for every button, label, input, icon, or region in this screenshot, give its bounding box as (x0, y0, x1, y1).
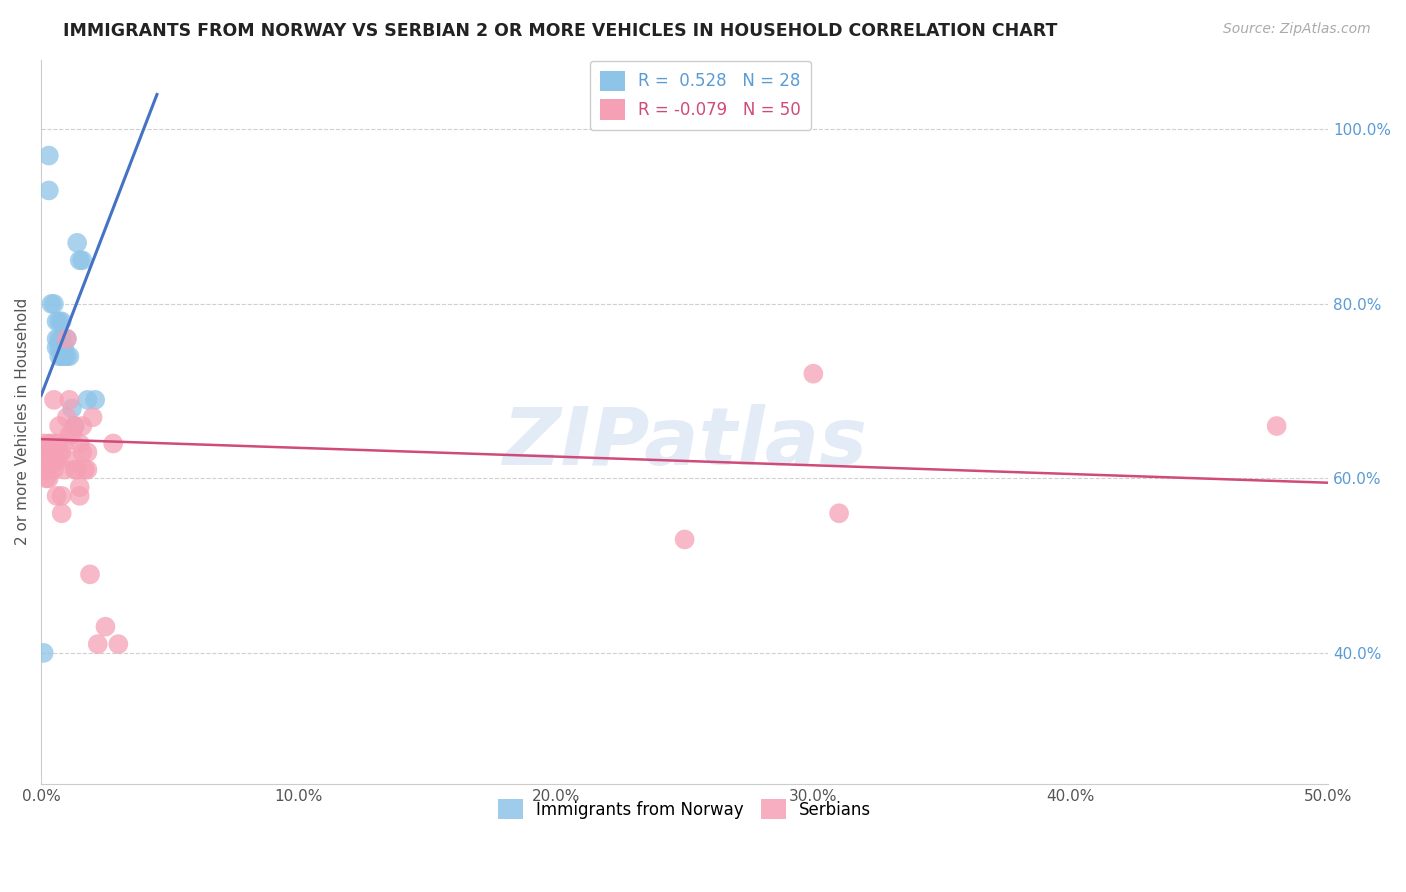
Point (56, 332, 79, 346)
Point (42, 297, 65, 311)
Point (69, 253, 91, 268)
Point (76, 463, 98, 477)
Point (38, 471, 60, 485)
Point (73, 463, 96, 477)
Point (53, 349, 76, 363)
Point (51, 332, 73, 346)
Point (107, 637, 129, 651)
Point (48, 314, 70, 328)
Point (84, 392, 107, 407)
Point (72, 445, 94, 459)
Point (66, 463, 89, 477)
Point (72, 253, 94, 268)
Point (32, 454, 55, 468)
Point (51, 314, 73, 328)
Y-axis label: 2 or more Vehicles in Household: 2 or more Vehicles in Household (15, 298, 30, 545)
Point (72, 419, 94, 434)
Point (42, 392, 65, 407)
Point (58, 427, 80, 442)
Point (35, 463, 58, 477)
Point (51, 445, 73, 459)
Point (69, 436, 91, 450)
Point (41, 436, 63, 450)
Text: Source: ZipAtlas.com: Source: ZipAtlas.com (1223, 22, 1371, 37)
Point (38, 436, 60, 450)
Point (48, 419, 70, 434)
Point (63, 463, 86, 477)
Point (60, 427, 83, 442)
Point (79, 567, 101, 582)
Point (48, 332, 70, 346)
Legend: Immigrants from Norway, Serbians: Immigrants from Norway, Serbians (492, 792, 877, 826)
Point (32, 445, 55, 459)
Point (48, 445, 70, 459)
Point (69, 480, 91, 494)
Point (51, 506, 73, 520)
Point (673, 533, 696, 547)
Point (51, 349, 73, 363)
Point (51, 489, 73, 503)
Point (48, 341, 70, 355)
Point (35, 445, 58, 459)
Text: IMMIGRANTS FROM NORWAY VS SERBIAN 2 OR MORE VEHICLES IN HOUSEHOLD CORRELATION CH: IMMIGRANTS FROM NORWAY VS SERBIAN 2 OR M… (63, 22, 1057, 40)
Point (56, 332, 79, 346)
Point (53, 463, 76, 477)
Point (53, 436, 76, 450)
Text: ZIPatlas: ZIPatlas (502, 404, 868, 483)
Point (45, 454, 67, 468)
Point (76, 445, 98, 459)
Point (56, 410, 79, 425)
Point (60, 401, 83, 416)
Point (1265, 419, 1288, 434)
Point (60, 454, 83, 468)
Point (63, 419, 86, 434)
Point (32, 436, 55, 450)
Point (94, 620, 117, 634)
Point (41, 297, 63, 311)
Point (38, 454, 60, 468)
Point (76, 392, 98, 407)
Point (63, 419, 86, 434)
Point (58, 349, 80, 363)
Point (41, 454, 63, 468)
Point (53, 341, 76, 355)
Point (45, 314, 67, 328)
Point (69, 489, 91, 503)
Point (45, 332, 67, 346)
Point (32, 646, 55, 660)
Point (35, 471, 58, 485)
Point (45, 489, 67, 503)
Point (45, 436, 67, 450)
Point (801, 367, 824, 381)
Point (58, 392, 80, 407)
Point (87, 637, 110, 651)
Point (42, 445, 65, 459)
Point (38, 184, 60, 198)
Point (38, 148, 60, 162)
Point (82, 410, 104, 425)
Point (828, 506, 851, 520)
Point (48, 349, 70, 363)
Point (66, 235, 89, 250)
Point (56, 349, 79, 363)
Point (103, 436, 125, 450)
Point (45, 341, 67, 355)
Point (42, 463, 65, 477)
